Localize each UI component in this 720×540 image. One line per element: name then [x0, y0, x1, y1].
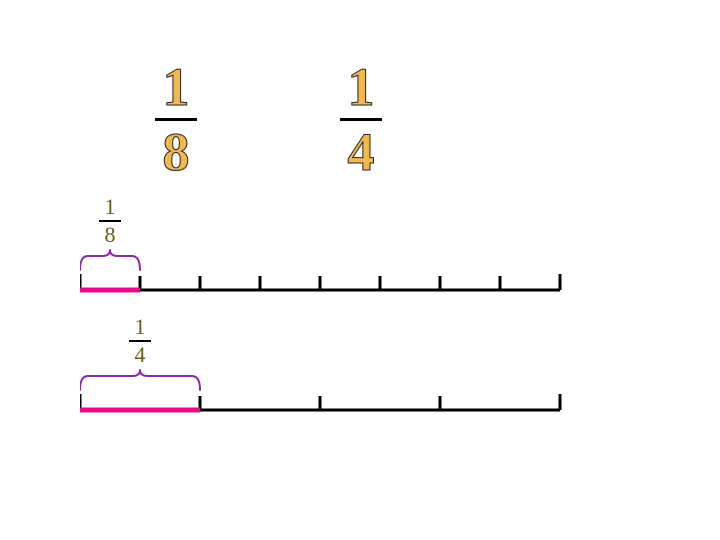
fraction-bar [340, 118, 382, 121]
large-fraction-1-8: 1 8 [155, 60, 197, 179]
large-fraction-1-4: 1 4 [340, 60, 382, 179]
fraction-bar [155, 118, 197, 121]
number-line-eighths-svg [80, 248, 565, 297]
denominator: 8 [155, 125, 197, 179]
number-line-fourths: 1 4 [80, 368, 565, 417]
numerator: 1 [155, 60, 197, 114]
bracket-label-1-4: 1 4 [125, 316, 155, 366]
denominator: 8 [95, 224, 125, 246]
number-line-fourths-svg [80, 368, 565, 417]
numerator: 1 [340, 60, 382, 114]
numerator: 1 [125, 316, 155, 338]
denominator: 4 [125, 344, 155, 366]
denominator: 4 [340, 125, 382, 179]
bracket-label-1-8: 1 8 [95, 196, 125, 246]
diagram-canvas: 1 8 1 4 1 8 1 4 [0, 0, 720, 540]
number-line-eighths: 1 8 [80, 248, 565, 297]
numerator: 1 [95, 196, 125, 218]
